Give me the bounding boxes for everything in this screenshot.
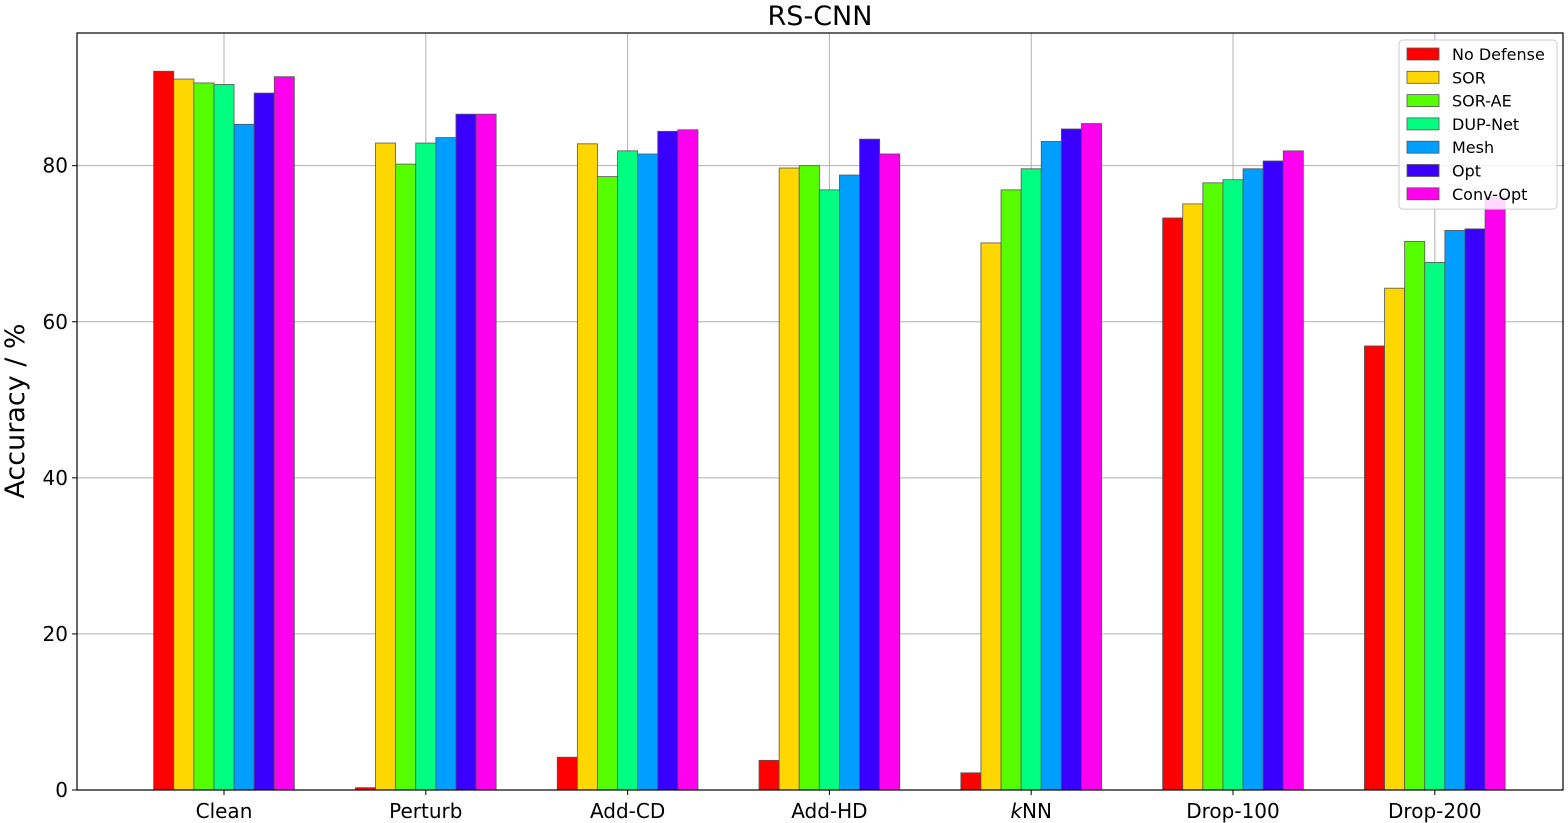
legend-label: SOR-AE (1452, 92, 1512, 111)
bar-conv-opt-perturb (475, 113, 497, 791)
bar-dup-net-perturb (415, 142, 437, 791)
bar-conv-opt-drop-200 (1484, 196, 1506, 791)
bar-sor-drop-200 (1384, 287, 1406, 791)
bar-opt-perturb (455, 113, 477, 791)
bar-sor-add-cd (576, 143, 598, 791)
bar-sor-ae-drop-200 (1404, 240, 1426, 791)
legend-label: Conv-Opt (1452, 185, 1527, 204)
bar-dup-net-add-cd (617, 150, 639, 791)
x-tick-label: Clean (196, 799, 253, 823)
bar-sor-drop-100 (1182, 203, 1204, 791)
bar-sor-perturb (375, 142, 397, 791)
legend-swatch (1406, 94, 1440, 107)
bar-sor-ae-knn (1000, 189, 1022, 791)
x-tick-label: Add-HD (791, 799, 867, 823)
bar-dup-net-clean (213, 84, 235, 791)
x-tick-label: kNN (1010, 799, 1052, 823)
bar-dup-net-knn (1020, 168, 1042, 791)
x-tick-label: Drop-100 (1186, 799, 1280, 823)
bar-sor-ae-add-hd (798, 165, 820, 791)
bar-dup-net-add-hd (818, 189, 840, 791)
axes-frame (76, 32, 1564, 791)
y-tick-label: 20 (43, 622, 68, 646)
x-tick-label: Drop-200 (1388, 799, 1482, 823)
bars (153, 70, 1506, 791)
bar-opt-add-hd (859, 138, 881, 791)
bar-sor-ae-add-cd (597, 176, 618, 791)
chart-title: RS-CNN (768, 1, 873, 32)
bar-mesh-add-cd (637, 153, 659, 791)
legend-swatch (1406, 70, 1440, 84)
x-tick-label: Perturb (389, 799, 462, 823)
bar-no-defense-clean (153, 70, 175, 791)
bar-no-defense-add-hd (758, 759, 780, 791)
legend-swatch (1406, 47, 1440, 61)
bar-opt-drop-200 (1464, 228, 1486, 791)
bar-mesh-perturb (435, 137, 457, 791)
bar-opt-knn (1060, 128, 1082, 791)
bar-conv-opt-add-hd (879, 153, 901, 791)
bar-opt-drop-100 (1262, 160, 1284, 791)
legend-label: No Defense (1452, 45, 1545, 64)
bar-conv-opt-add-cd (677, 129, 699, 791)
bar-conv-opt-knn (1081, 123, 1102, 791)
bar-sor-knn (980, 242, 1002, 791)
bar-opt-add-cd (657, 130, 679, 791)
bar-sor-ae-perturb (395, 163, 417, 791)
legend-swatch (1406, 140, 1440, 154)
legend-swatch (1406, 164, 1440, 177)
bar-mesh-knn (1040, 141, 1062, 791)
y-axis-label: Accuracy / % (0, 323, 31, 498)
y-tick-labels: 0 20 40 60 80 (43, 154, 77, 802)
bar-sor-clean (173, 78, 195, 791)
bar-conv-opt-drop-100 (1282, 150, 1304, 791)
y-tick-label: 80 (43, 154, 68, 178)
y-tick-label: 60 (43, 310, 68, 334)
bar-no-defense-drop-100 (1162, 217, 1184, 791)
bar-sor-ae-clean (193, 82, 215, 791)
legend: No Defense SOR SOR-AE DUP-Net Mesh Opt Conv-Op… (1398, 39, 1558, 210)
bar-mesh-drop-100 (1242, 168, 1264, 791)
bar-no-defense-drop-200 (1364, 345, 1385, 791)
x-tick-labels: Clean Perturb Add-CD Add-HD kNN Drop-100 Drop-… (196, 790, 1482, 823)
bar-mesh-drop-200 (1444, 230, 1466, 791)
bar-dup-net-drop-200 (1424, 262, 1446, 791)
bar-sor-add-hd (778, 167, 800, 791)
bar-sor-ae-drop-100 (1202, 182, 1224, 791)
legend-label: Opt (1452, 162, 1481, 181)
bar-no-defense-add-cd (556, 756, 578, 791)
legend-swatch (1406, 117, 1440, 131)
legend-label: DUP-Net (1452, 115, 1519, 134)
bar-dup-net-drop-100 (1222, 179, 1244, 791)
x-tick-label: Add-CD (590, 799, 665, 823)
legend-label: Mesh (1452, 138, 1494, 157)
bar-mesh-add-hd (839, 174, 860, 791)
bar-opt-clean (253, 92, 275, 791)
y-tick-label: 0 (55, 778, 68, 802)
legend-label: SOR (1452, 68, 1486, 87)
bar-mesh-clean (233, 123, 255, 791)
y-tick-label: 40 (43, 466, 68, 490)
bar-conv-opt-clean (273, 76, 295, 791)
bar-no-defense-knn (960, 772, 982, 791)
legend-swatch (1406, 187, 1440, 201)
